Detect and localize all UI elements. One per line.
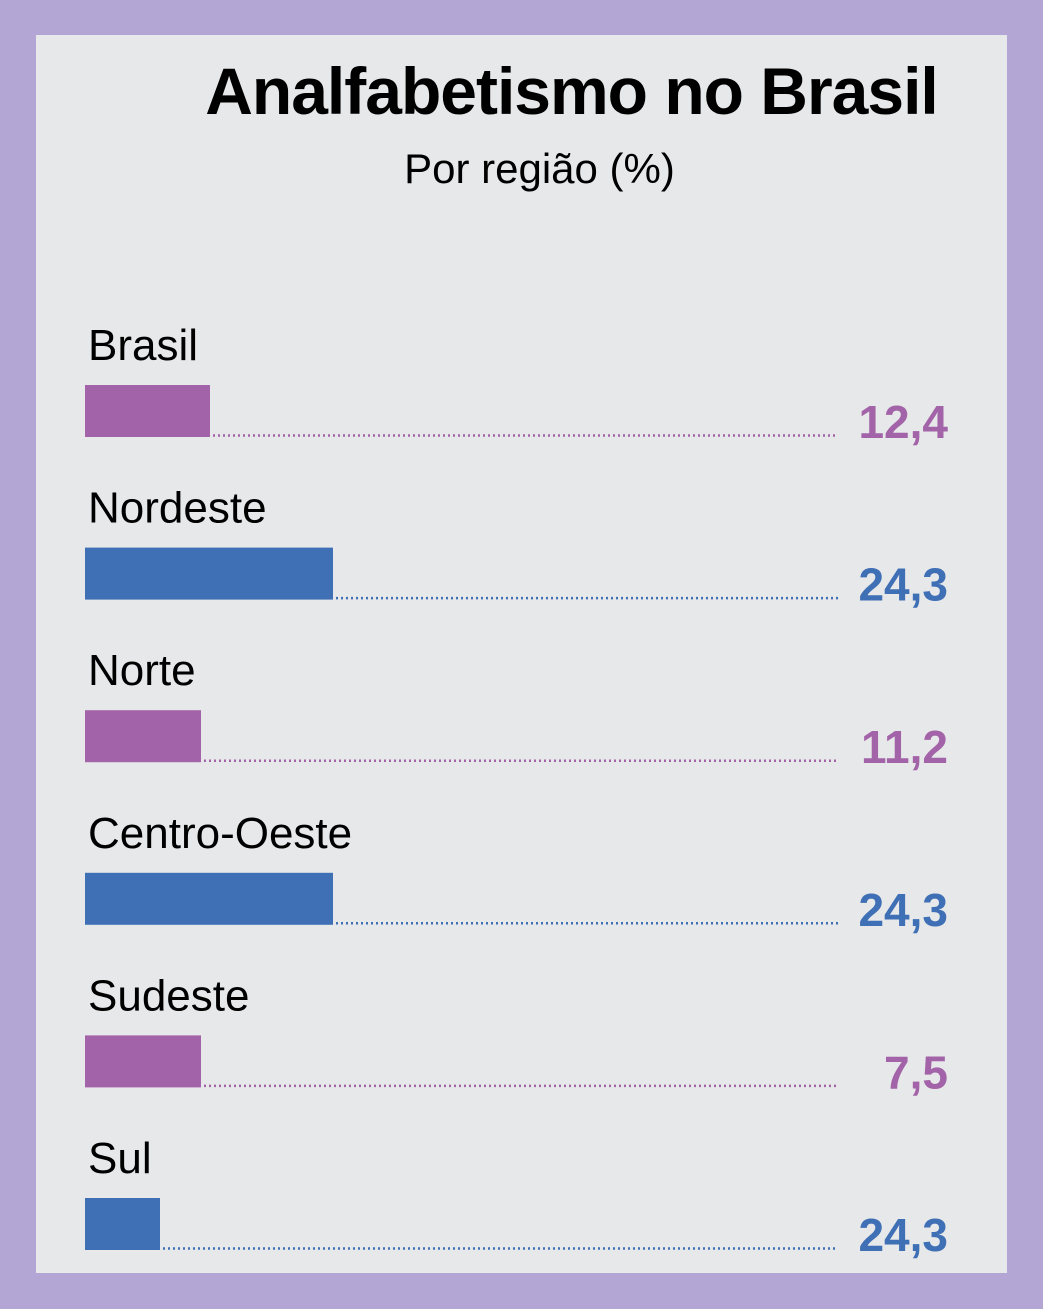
bar — [85, 547, 333, 600]
value-label: 24,3 — [858, 1209, 948, 1261]
category-label: Centro-Oeste — [88, 809, 352, 858]
bar — [85, 710, 201, 763]
category-label: Brasil — [88, 321, 198, 370]
bar — [85, 1198, 160, 1250]
category-label: Norte — [88, 646, 196, 695]
category-label: Sudeste — [88, 971, 249, 1020]
value-label: 11,2 — [861, 721, 948, 773]
value-label: 24,3 — [858, 559, 948, 611]
bar — [85, 872, 333, 925]
category-label: Nordeste — [88, 484, 267, 533]
value-label: 12,4 — [858, 396, 948, 448]
chart-subtitle: Por região (%) — [404, 145, 675, 192]
bar — [85, 1035, 201, 1088]
bar — [85, 385, 210, 437]
chart-title: Analfabetismo no Brasil — [205, 54, 939, 128]
category-label: Sul — [88, 1134, 152, 1183]
value-label: 7,5 — [884, 1046, 948, 1098]
value-label: 24,3 — [858, 884, 948, 936]
